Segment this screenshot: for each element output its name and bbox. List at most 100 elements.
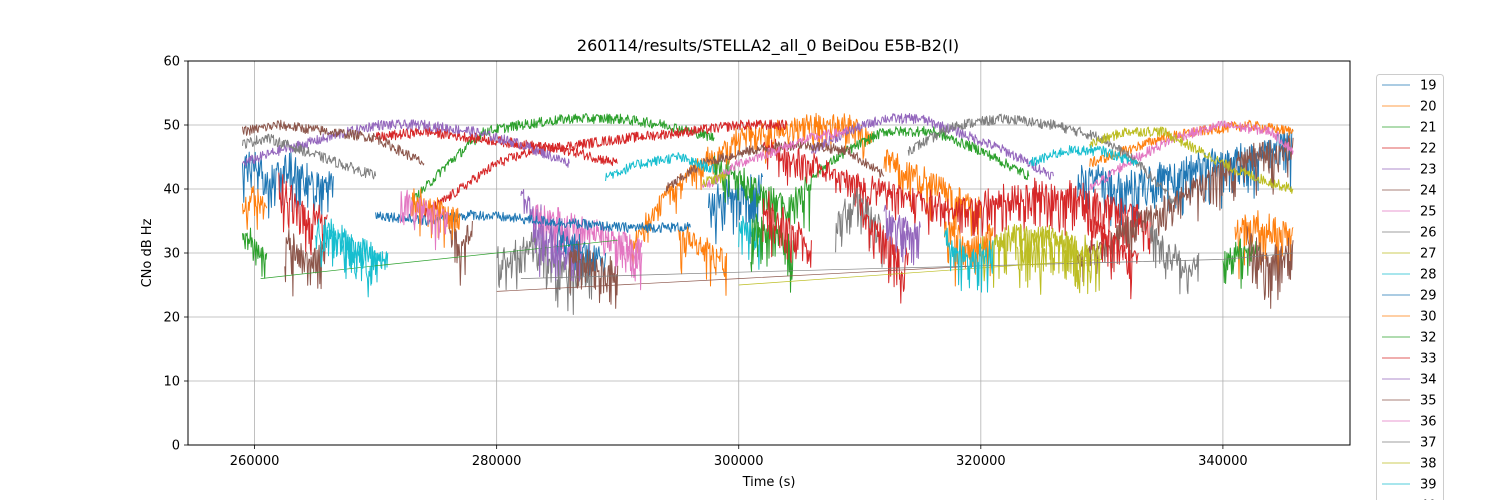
legend-label: 22 xyxy=(1420,142,1437,157)
series-line-22 xyxy=(956,177,1151,261)
legend-item-30: 30 xyxy=(1382,310,1437,325)
series-line-26 xyxy=(242,133,377,180)
legend-item-23: 23 xyxy=(1382,163,1437,178)
legend-label: 35 xyxy=(1420,394,1437,409)
legend-label: 19 xyxy=(1420,79,1437,94)
legend-item-28: 28 xyxy=(1382,268,1437,283)
series-line-29 xyxy=(556,222,607,284)
legend-item-39: 39 xyxy=(1382,478,1437,493)
series-line-25 xyxy=(1089,120,1294,191)
series-line-24 xyxy=(1077,135,1294,283)
series-39 xyxy=(326,227,994,298)
series-35 xyxy=(496,226,1294,309)
series-line-22 xyxy=(278,172,328,262)
series-24 xyxy=(242,119,1294,297)
x-axis-label: Time (s) xyxy=(742,475,796,490)
series-25 xyxy=(532,120,1294,282)
y-tick-label: 30 xyxy=(163,247,180,262)
legend-label: 25 xyxy=(1420,205,1437,220)
legend-label: 39 xyxy=(1420,478,1437,493)
series-line-37 xyxy=(1174,243,1200,295)
y-tick-label: 0 xyxy=(172,439,180,454)
series-line-22 xyxy=(762,138,958,235)
series-line-24 xyxy=(242,119,425,166)
legend-label: 38 xyxy=(1420,457,1437,472)
series-line-33 xyxy=(859,199,909,304)
x-tick-label: 340000 xyxy=(1198,454,1248,469)
y-axis-label: CNo dB Hz xyxy=(140,218,155,287)
x-tick-label: 260000 xyxy=(230,454,280,469)
series-line-33 xyxy=(762,190,812,268)
series-line-21 xyxy=(411,113,715,205)
series-line-26 xyxy=(907,113,1175,205)
chart-title: 260114/results/STELLA2_all_0 BeiDou E5B-… xyxy=(577,36,959,56)
legend: 19 20 21 22 23 24 25 26 27 28 29 30 32 33 34 35 36 37 38 39… xyxy=(1376,74,1444,500)
series-line-27 xyxy=(1089,126,1294,194)
series-line-39 xyxy=(944,227,994,293)
series-line-20 xyxy=(242,185,268,230)
legend-label: 36 xyxy=(1420,415,1437,430)
y-tick-label: 10 xyxy=(163,375,180,390)
series-34 xyxy=(532,204,909,282)
series-line-24 xyxy=(447,213,473,286)
y-tick-label: 40 xyxy=(163,183,180,198)
series-36 xyxy=(399,189,643,291)
legend-item-20: 20 xyxy=(1382,100,1437,115)
legend-label: 27 xyxy=(1420,247,1437,262)
legend-item-21: 21 xyxy=(1382,121,1437,136)
series-line-36 xyxy=(617,235,643,291)
legend-item-33: 33 xyxy=(1382,352,1437,367)
series-line-22 xyxy=(375,126,618,167)
series-33 xyxy=(762,190,1139,304)
series-line-30 xyxy=(944,220,994,287)
series-line-28 xyxy=(1028,145,1139,167)
legend-label: 20 xyxy=(1420,100,1437,115)
x-tick-label: 280000 xyxy=(472,454,522,469)
x-axis: 260000 280000 300000 320000 340000 xyxy=(230,445,1248,469)
legend-label: 33 xyxy=(1420,352,1437,367)
series-line-36 xyxy=(399,189,449,251)
legend-label: 30 xyxy=(1420,310,1437,325)
x-tick-label: 300000 xyxy=(714,454,764,469)
legend-item-32: 32 xyxy=(1382,331,1437,346)
legend-label: 24 xyxy=(1420,184,1437,199)
legend-label: 21 xyxy=(1420,121,1437,136)
series-line-32 xyxy=(260,239,618,279)
legend-label: 23 xyxy=(1420,163,1437,178)
legend-label: 40 xyxy=(1420,499,1437,500)
series-line-24 xyxy=(284,229,328,297)
y-tick-label: 60 xyxy=(163,55,180,70)
series-line-19 xyxy=(242,151,334,219)
series-line-35 xyxy=(568,241,619,309)
series-line-28 xyxy=(605,152,715,182)
legend-item-19: 19 xyxy=(1382,79,1437,94)
series-line-26 xyxy=(1149,225,1175,280)
series-line-28 xyxy=(738,215,764,270)
series-line-30 xyxy=(677,226,728,296)
legend-frame xyxy=(1376,74,1444,500)
series-line-25 xyxy=(532,204,643,282)
series-line-23 xyxy=(242,119,570,168)
series-line-30 xyxy=(411,188,461,248)
legend-item-25: 25 xyxy=(1382,205,1437,220)
y-tick-label: 20 xyxy=(163,311,180,326)
legend-item-29: 29 xyxy=(1382,289,1437,304)
series-line-21 xyxy=(242,227,268,279)
legend-item-40: 40 xyxy=(1420,499,1437,500)
legend-item-36: 36 xyxy=(1382,415,1437,430)
legend-label: 32 xyxy=(1420,331,1437,346)
series-line-22 xyxy=(423,119,788,218)
series-line-33 xyxy=(1089,216,1139,300)
legend-item-26: 26 xyxy=(1382,226,1437,241)
legend-label: 29 xyxy=(1420,289,1437,304)
series-line-23 xyxy=(810,113,1054,180)
series-30 xyxy=(411,188,994,296)
legend-label: 34 xyxy=(1420,373,1437,388)
legend-item-22: 22 xyxy=(1382,142,1437,157)
y-tick-label: 50 xyxy=(163,119,180,134)
series-line-35 xyxy=(1246,226,1294,309)
series-line-34 xyxy=(532,218,582,282)
series-line-25 xyxy=(701,126,849,188)
series-line-38 xyxy=(1016,224,1091,295)
